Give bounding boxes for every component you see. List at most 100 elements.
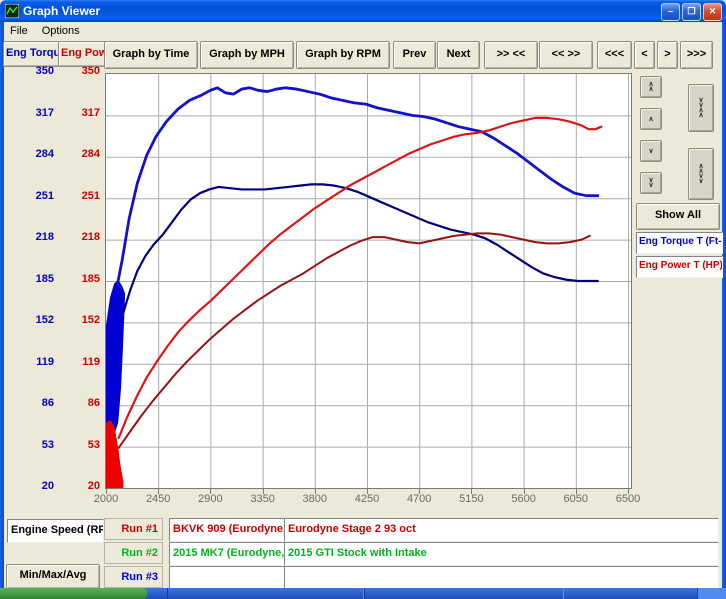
x-tick-mark [628,489,629,494]
fast-right-button[interactable]: >>> [680,41,713,69]
step-left-button[interactable]: < [634,41,655,69]
y-tick-power: 251 [81,189,100,202]
maximize-button[interactable]: ❐ [682,3,701,21]
show-all-button[interactable]: Show All [636,203,720,230]
x-tick-mark [471,489,473,494]
dyno-chart [106,74,631,488]
min-max-avg-button[interactable]: Min/Max/Avg [6,564,100,589]
y-tick-power: 317 [81,106,100,119]
x-tick-mark [523,489,525,494]
down-chevron-icon[interactable]: ∨ [640,140,662,162]
y-tick-power: 20 [87,480,100,492]
series-run-2-eng-torque-t-ft-lb- [122,183,599,314]
y-tick-power: 218 [81,231,100,243]
x-tick-label: 2000 [93,493,119,505]
run-1-file-field[interactable]: BKVK 909 (Eurodyne, E [169,518,286,542]
y-tick-torque: 317 [35,106,54,119]
x-tick-mark [106,489,107,494]
minimize-button[interactable]: – [661,3,680,21]
y-tick-torque: 251 [35,189,54,202]
y-tick-torque: 152 [35,314,54,326]
window-border-left [0,22,4,588]
app-icon [5,4,19,18]
legend-eng-power[interactable]: Eng Power T (HP) [636,256,723,278]
x-tick-mark [210,489,212,494]
y-tick-torque: 119 [36,355,54,368]
prev-button[interactable]: Prev [393,41,436,69]
x-tick-label: 2900 [198,493,223,505]
window-title: Graph Viewer [23,4,101,18]
y-tick-torque: 86 [41,397,54,409]
legend-eng-torque[interactable]: Eng Torque T (Ft-lb) [636,232,723,254]
y-tick-torque: 350 [35,65,54,77]
x-tick-label: 5600 [511,493,536,505]
y-tick-torque: 218 [35,231,54,243]
x-tick-label: 4700 [406,493,432,505]
y-tick-power: 152 [81,314,100,326]
taskbar-task-1[interactable] [167,588,364,599]
graph-by-mph-button[interactable]: Graph by MPH [200,41,294,69]
window-border-right [722,22,726,588]
taskbar[interactable] [0,588,726,599]
run-1-label: Run #1 [104,518,163,540]
x-tick-mark [367,489,368,494]
x-axis-field[interactable]: Engine Speed (RPM) [7,519,104,543]
run-3-description-field[interactable] [284,566,719,590]
x-tick-mark [314,489,316,494]
y-tick-power: 350 [81,65,100,77]
start-button[interactable] [0,588,147,599]
run-1-description-field[interactable]: Eurodyne Stage 2 93 oct [284,518,719,542]
series-run-1-eng-power-t-hp- [117,116,603,439]
y-tick-torque: 20 [41,480,54,492]
series-run-2-eng-power-t-hp- [117,232,591,449]
step-right-button[interactable]: > [657,41,678,69]
y-tick-power: 284 [81,148,100,160]
x-tick-mark [419,489,421,494]
y-tick-torque: 284 [35,148,54,160]
title-bar[interactable]: Graph Viewer – ❐ ✕ [0,0,726,22]
x-tick-mark [262,489,264,494]
run-2-file-field[interactable]: 2015 MK7 (Eurodyne, E [169,542,286,566]
run-2-label: Run #2 [104,542,163,564]
double-down-chevron-icon[interactable]: ∨ ∨ [640,172,662,194]
taskbar-task-2[interactable] [364,588,564,599]
x-tick-label: 6500 [615,493,641,505]
collapse-vertical-icon[interactable]: ∨ ∨ ∧ ∧ [688,84,714,132]
fast-left-button[interactable]: <<< [597,41,632,69]
power-launch-band [106,420,124,488]
expand-vertical-icon[interactable]: ∧ ∧ ∨ ∨ [688,148,714,200]
run-3-file-field[interactable] [169,566,286,590]
close-button[interactable]: ✕ [703,3,722,21]
torque-launch-band [106,279,126,436]
menu-options[interactable]: Options [41,24,80,37]
y-tick-power: 53 [87,438,100,451]
run-2-description-field[interactable]: 2015 GTI Stock with Intake [284,542,719,566]
up-chevron-icon[interactable]: ∧ [640,108,662,130]
dyno-chart-plot-area [105,73,632,489]
series-run-1-eng-torque-t-ft-lb- [116,86,600,285]
graph-by-time-button[interactable]: Graph by Time [104,41,198,69]
taskbar-tray-segment [697,588,726,599]
y-tick-torque: 185 [35,272,54,285]
x-tick-label: 2450 [145,493,171,505]
x-tick-label: 4250 [354,493,380,505]
y-tick-power: 86 [87,397,100,409]
y-tick-torque: 53 [41,438,54,451]
run-3-label: Run #3 [104,566,163,588]
x-tick-label: 3800 [302,493,328,505]
zoom-out-x-button[interactable]: << >> [539,41,593,69]
next-button[interactable]: Next [437,41,480,69]
x-tick-label: 6050 [563,493,589,505]
y-tick-power: 119 [82,355,100,368]
x-tick-label: 3350 [250,493,275,505]
y-tick-power: 185 [81,272,100,285]
zoom-in-x-button[interactable]: >> << [484,41,538,69]
x-tick-mark [575,489,577,494]
x-tick-mark [158,489,160,494]
graph-by-rpm-button[interactable]: Graph by RPM [296,41,390,69]
menu-file[interactable]: File [10,24,28,37]
x-tick-label: 5150 [459,493,484,505]
menu-bar: File Options [4,22,722,39]
double-up-chevron-icon[interactable]: ∧ ∧ [640,76,662,98]
